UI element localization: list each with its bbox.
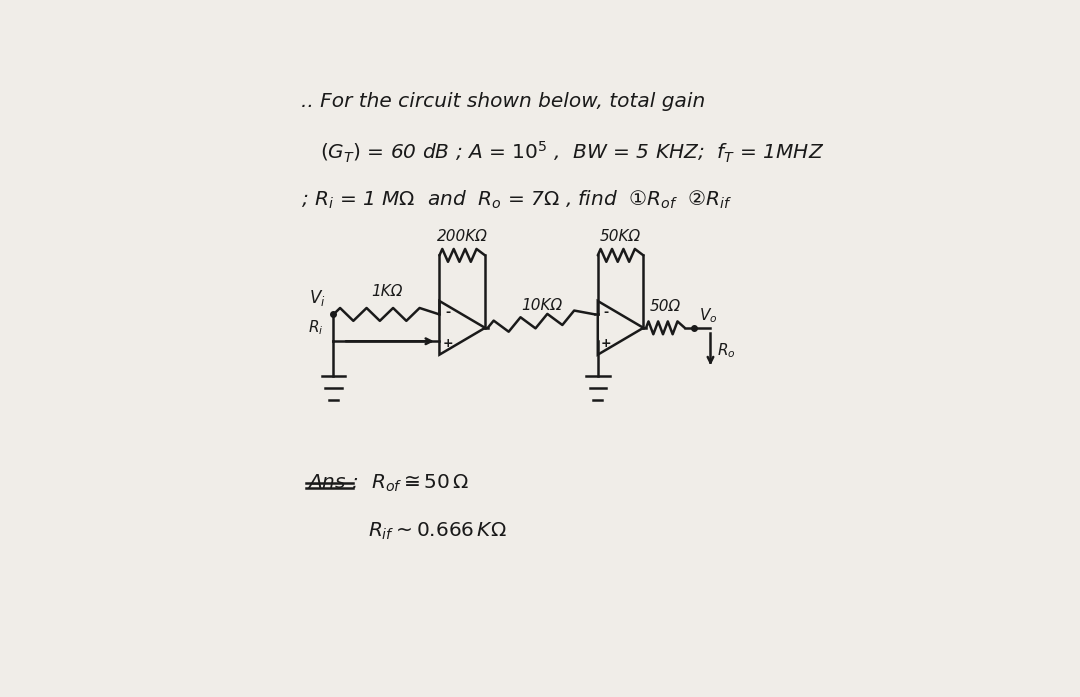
Text: -: - bbox=[445, 306, 450, 319]
Text: +: + bbox=[602, 337, 611, 350]
Text: 50Ω: 50Ω bbox=[650, 300, 681, 314]
Text: $R_{if} \sim 0.666\,K\Omega$: $R_{if} \sim 0.666\,K\Omega$ bbox=[368, 521, 508, 542]
Text: $R_o$: $R_o$ bbox=[717, 342, 735, 360]
Text: +: + bbox=[443, 337, 454, 350]
Text: 200KΩ: 200KΩ bbox=[436, 229, 488, 243]
Text: .. For the circuit shown below, total gain: .. For the circuit shown below, total ga… bbox=[301, 92, 705, 111]
Text: 10KΩ: 10KΩ bbox=[521, 298, 562, 313]
Text: 50KΩ: 50KΩ bbox=[600, 229, 642, 243]
Text: -: - bbox=[604, 306, 609, 319]
Text: ; $R_i$ = 1 M$\Omega$  and  $R_o$ = 7$\Omega$ , find  ①$R_{of}$  ②$R_{if}$: ; $R_i$ = 1 M$\Omega$ and $R_o$ = 7$\Ome… bbox=[301, 188, 732, 210]
Text: $(G_T)$ = 60 dB ; A = $10^5$ ,  BW = 5 KHZ;  $f_T$ = 1MHZ: $(G_T)$ = 60 dB ; A = $10^5$ , BW = 5 KH… bbox=[320, 140, 824, 165]
Text: $V_o$: $V_o$ bbox=[699, 307, 717, 325]
Text: $\mathit{Ans}$ :  $R_{of} \cong 50\,\Omega$: $\mathit{Ans}$ : $R_{of} \cong 50\,\Omeg… bbox=[307, 473, 469, 494]
Text: $R_i$: $R_i$ bbox=[308, 319, 324, 337]
Text: 1KΩ: 1KΩ bbox=[370, 284, 402, 300]
Text: $V_i$: $V_i$ bbox=[309, 288, 325, 308]
